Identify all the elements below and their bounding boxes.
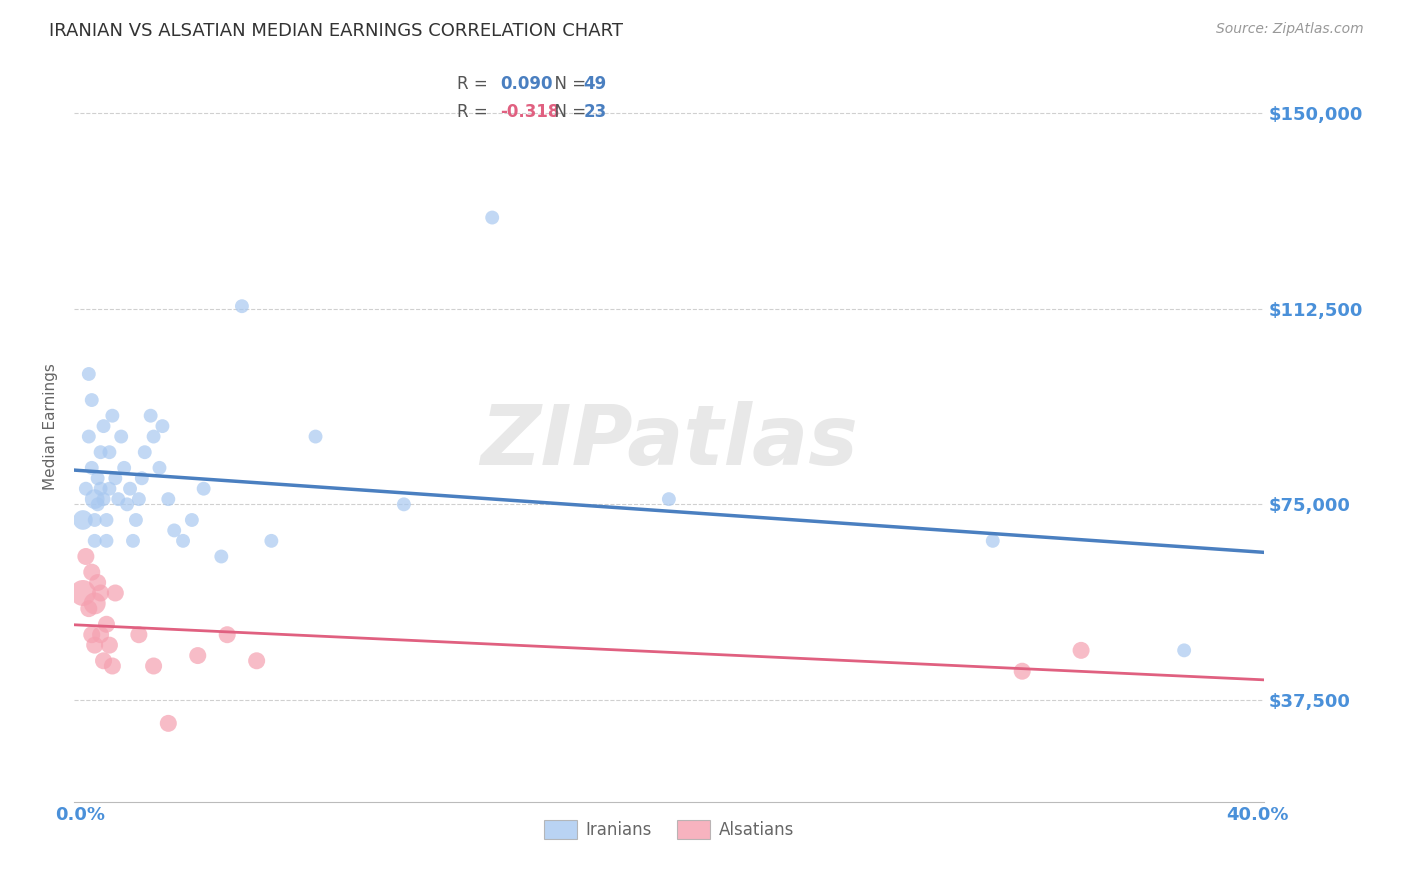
Point [75,549,97,564]
Point [152,419,174,434]
Point [86,471,108,485]
Point [392,497,415,511]
Point [86,497,108,511]
Point [104,586,127,600]
Point [96,617,118,632]
Point [1011,664,1033,678]
Point [90,482,112,496]
Point [77,601,100,615]
Text: N =: N = [544,103,592,121]
Point [83,533,105,548]
Point [1173,643,1195,657]
Point [90,586,112,600]
Point [128,492,150,507]
Text: R =: R = [457,103,494,121]
Point [217,628,239,642]
Point [77,429,100,443]
Point [80,628,103,642]
Point [72,513,94,527]
Point [231,299,253,313]
Point [193,482,215,496]
Point [72,586,94,600]
Text: -0.318: -0.318 [501,103,560,121]
Point [118,482,141,496]
Point [80,392,103,407]
Point [148,460,170,475]
Point [163,524,186,538]
Point [131,471,153,485]
Point [107,492,129,507]
Point [187,648,209,663]
Point [981,533,1004,548]
Point [260,533,283,548]
Point [104,471,127,485]
Point [128,628,150,642]
Legend: Iranians, Alsatians: Iranians, Alsatians [537,814,800,846]
Point [157,716,180,731]
Point [98,445,121,459]
Point [110,429,132,443]
Text: R =: R = [457,76,494,94]
Point [86,575,108,590]
Point [90,445,112,459]
Point [481,211,503,225]
Point [101,409,124,423]
Text: Source: ZipAtlas.com: Source: ZipAtlas.com [1216,22,1364,37]
Text: ZIPatlas: ZIPatlas [479,401,858,482]
Point [98,482,121,496]
Point [157,492,180,507]
Point [134,445,156,459]
Text: 49: 49 [583,76,606,94]
Point [125,513,148,527]
Point [77,367,100,381]
Text: IRANIAN VS ALSATIAN MEDIAN EARNINGS CORRELATION CHART: IRANIAN VS ALSATIAN MEDIAN EARNINGS CORR… [49,22,623,40]
Point [122,533,145,548]
Point [142,659,165,673]
Text: 0.090: 0.090 [501,76,553,94]
Point [80,565,103,579]
Point [75,482,97,496]
Text: 23: 23 [583,103,606,121]
Point [96,513,118,527]
Point [172,533,194,548]
Point [101,659,124,673]
Point [83,513,105,527]
Point [83,492,105,507]
Point [96,533,118,548]
Point [83,596,105,610]
Point [304,429,326,443]
Point [246,654,269,668]
Point [142,429,165,443]
Point [98,638,121,652]
Point [658,492,681,507]
Point [180,513,202,527]
Point [93,654,115,668]
Y-axis label: Median Earnings: Median Earnings [44,363,58,490]
Point [209,549,232,564]
Text: N =: N = [544,76,592,94]
Point [93,419,115,434]
Point [115,497,138,511]
Point [1070,643,1092,657]
Point [83,638,105,652]
Point [139,409,162,423]
Point [90,628,112,642]
Point [93,492,115,507]
Point [112,460,135,475]
Point [80,460,103,475]
